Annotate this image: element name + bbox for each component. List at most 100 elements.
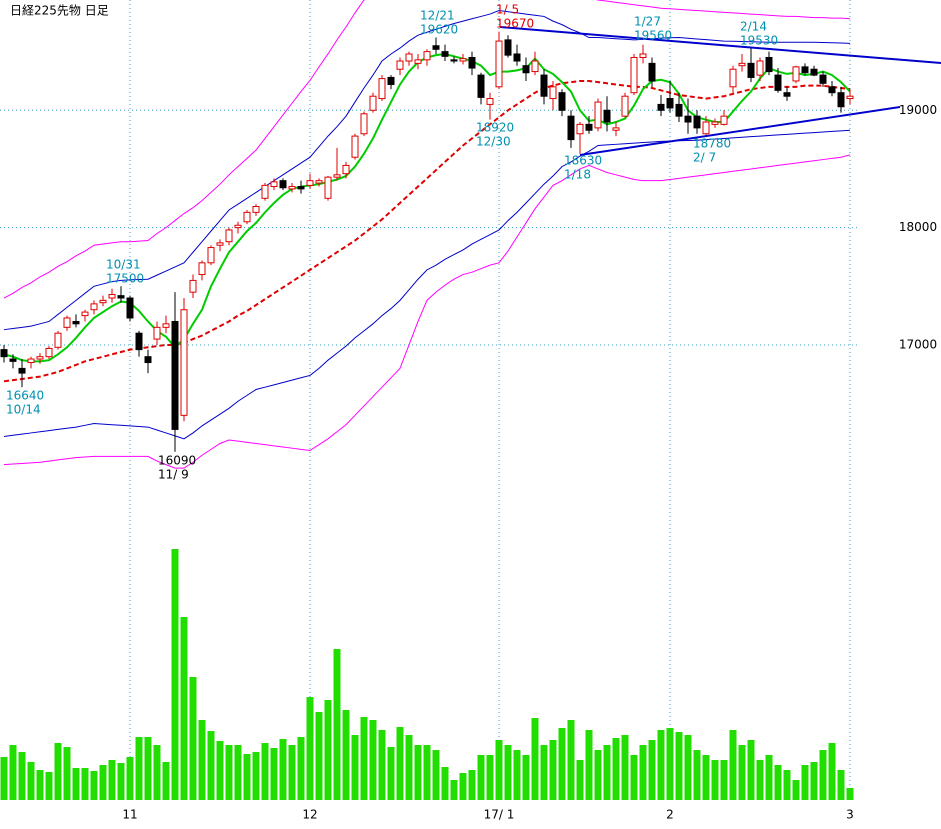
volume-bar <box>378 730 386 800</box>
volume-bar <box>684 735 692 800</box>
annotation-label: 10/14 <box>6 403 41 417</box>
volume-bar <box>126 757 134 800</box>
candle-body <box>693 115 701 129</box>
volume-bar <box>792 780 800 800</box>
y-tick-label: 18000 <box>899 220 937 234</box>
candle-body <box>216 242 224 246</box>
volume-bar <box>54 743 62 800</box>
trendline <box>579 106 901 156</box>
volume-bar <box>837 770 845 800</box>
indicator-line <box>3 129 851 440</box>
candle-body <box>657 103 665 111</box>
volume-bar <box>306 697 314 800</box>
volume-bar <box>774 765 782 800</box>
chart-title: 日経225先物 日足 <box>10 4 109 18</box>
volume-bar <box>819 750 827 800</box>
candle-body <box>675 103 683 117</box>
volume-bar <box>549 740 557 800</box>
candle-body <box>324 176 332 199</box>
annotation-label: 19530 <box>740 34 778 48</box>
candle-body <box>171 320 179 430</box>
candle-body <box>495 40 503 88</box>
volume-bar <box>162 762 170 800</box>
candle-body <box>45 347 53 358</box>
volume-bar <box>198 720 206 800</box>
x-tick-label: 12 <box>302 808 317 822</box>
candle-body <box>738 62 746 67</box>
annotation-label: 16090 <box>158 454 196 468</box>
volume-bar <box>540 745 548 800</box>
annotation-label: 12/30 <box>476 135 511 149</box>
candle-body <box>369 95 377 111</box>
candle-body <box>540 74 548 97</box>
annotation-label: 18780 <box>693 137 731 151</box>
candle-body <box>108 293 116 299</box>
candle-body <box>126 297 134 319</box>
volume-bar <box>333 649 341 800</box>
volume-bar <box>18 752 26 800</box>
x-tick-label: 3 <box>846 808 854 822</box>
volume-bar <box>45 772 53 800</box>
volume-bar <box>234 745 242 800</box>
volume-bar <box>396 727 404 800</box>
volume-bar <box>369 720 377 800</box>
candle-body <box>846 95 854 100</box>
trendline <box>499 26 941 64</box>
candle-body <box>612 127 620 131</box>
volume-bar <box>432 750 440 800</box>
volume-bar <box>243 754 251 800</box>
candle-body <box>684 115 692 123</box>
volume-bar <box>225 745 233 800</box>
candle-body <box>180 309 188 416</box>
candle-body <box>360 113 368 135</box>
candle-body <box>468 56 476 69</box>
candle-body <box>414 59 422 64</box>
candle-body <box>756 60 764 76</box>
candle-body <box>378 78 386 100</box>
volume-bar <box>324 700 332 800</box>
volume-bar <box>738 745 746 800</box>
candle-body <box>297 186 305 190</box>
annotation-label: 2/14 <box>740 20 767 34</box>
candle-body <box>99 299 107 304</box>
candle-body <box>477 74 485 98</box>
volume-bar <box>135 737 143 800</box>
candle-body <box>603 109 611 123</box>
volume-bar <box>342 710 350 800</box>
candle-body <box>225 229 233 243</box>
volume-bar <box>9 745 17 800</box>
candle-body <box>243 211 251 223</box>
indicator-line <box>3 154 851 469</box>
candle-body <box>459 58 467 62</box>
candle-body <box>630 56 638 94</box>
candle-body <box>639 53 647 58</box>
x-tick-label: 2 <box>666 808 674 822</box>
candle-body <box>0 349 8 358</box>
volume-bar <box>414 745 422 800</box>
volume-bar <box>207 731 215 800</box>
candle-body <box>513 53 521 62</box>
volume-bar <box>279 739 287 800</box>
volume-bar <box>108 760 116 800</box>
volume-bar <box>315 712 323 800</box>
volume-bar <box>423 745 431 800</box>
candle-body <box>405 53 413 62</box>
annotation-label: 16640 <box>6 389 44 403</box>
annotation-label: 12/21 <box>420 9 455 23</box>
volume-bar <box>252 752 260 800</box>
volume-bar <box>468 770 476 800</box>
candle-body <box>621 95 629 117</box>
annotation-label: 17500 <box>106 272 144 286</box>
candle-body <box>666 98 674 109</box>
candle-body <box>567 115 575 141</box>
volume-bar <box>288 745 296 800</box>
candle-body <box>810 68 818 76</box>
volume-bar <box>459 773 467 800</box>
volume-bar <box>747 740 755 800</box>
volume-bar <box>756 760 764 800</box>
candle-body <box>774 74 782 91</box>
candle-body <box>27 358 35 364</box>
candle-body <box>432 45 440 50</box>
candle-body <box>423 51 431 61</box>
candle-body <box>504 39 512 56</box>
